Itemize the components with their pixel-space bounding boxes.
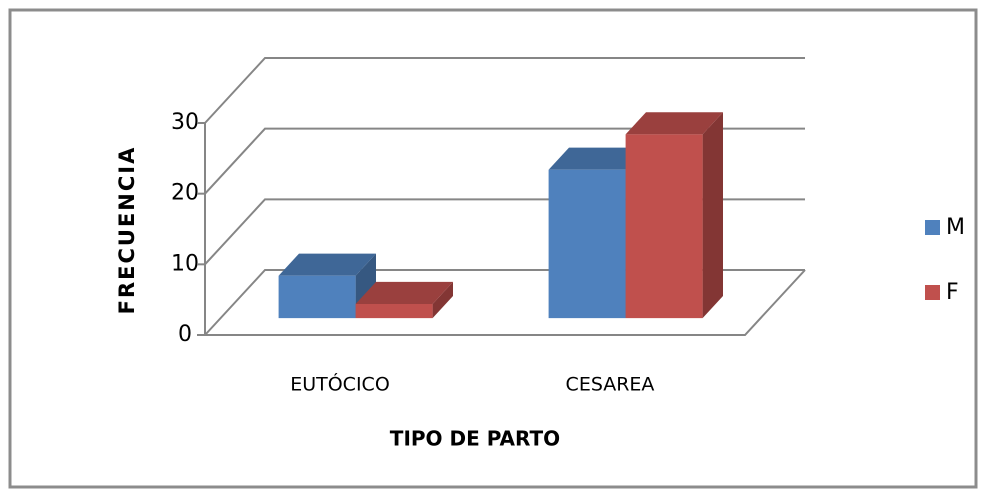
legend-swatch xyxy=(925,285,940,300)
bar-top xyxy=(548,147,646,170)
bar-top xyxy=(355,281,453,304)
y-axis-title: FRECUENCIA xyxy=(115,146,139,315)
y-tick-label: 10 xyxy=(171,251,199,276)
y-tick-label: 0 xyxy=(178,322,192,347)
grid-line xyxy=(204,127,805,195)
bar xyxy=(278,275,356,319)
bar xyxy=(625,134,703,319)
bar-side xyxy=(432,281,453,319)
bar xyxy=(548,169,626,319)
x-tick-label: EUTÓCICO xyxy=(290,372,390,396)
floor xyxy=(205,269,806,336)
grid-line xyxy=(204,57,805,124)
bar-top xyxy=(625,112,723,135)
x-tick-label: CESAREA xyxy=(566,374,655,396)
y-tick-label: 20 xyxy=(171,181,199,206)
bar xyxy=(355,303,433,319)
legend-swatch xyxy=(925,220,940,235)
bar-side xyxy=(702,112,723,319)
y-tick-label: 30 xyxy=(171,110,199,135)
bar-top xyxy=(278,253,376,276)
chart-frame xyxy=(8,8,978,489)
legend-label: F xyxy=(946,280,959,305)
x-axis-title: TIPO DE PARTO xyxy=(390,427,560,451)
legend-label: M xyxy=(946,215,965,240)
